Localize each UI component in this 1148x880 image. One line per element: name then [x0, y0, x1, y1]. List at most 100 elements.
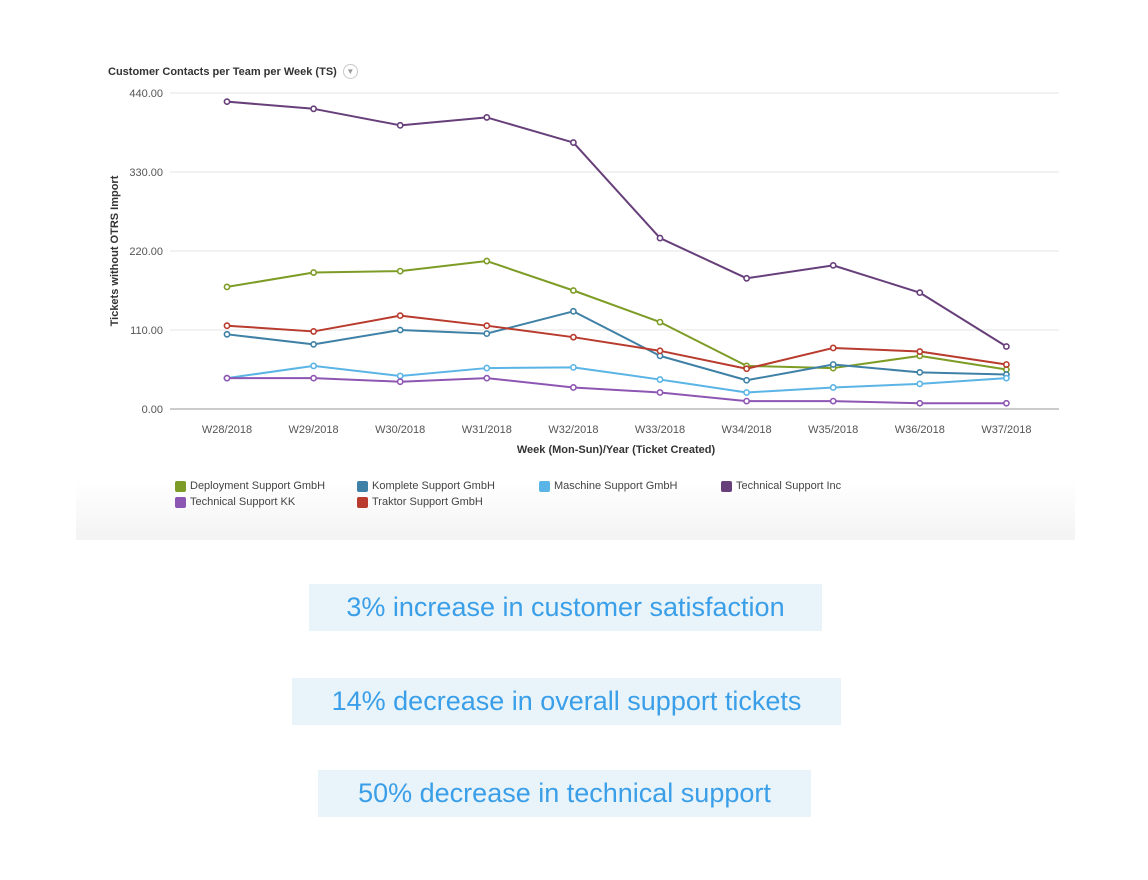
y-axis-label: Tickets without OTRS Import: [109, 175, 121, 326]
data-point[interactable]: [743, 376, 750, 384]
data-point[interactable]: [483, 374, 491, 382]
data-point[interactable]: [743, 274, 750, 282]
data-point[interactable]: [1003, 343, 1010, 350]
legend-item[interactable]: Technical Support Inc: [721, 480, 903, 492]
y-tick-label: 440.00: [129, 88, 163, 100]
data-point[interactable]: [483, 114, 491, 121]
data-point[interactable]: [916, 399, 924, 407]
y-tick-label: 110.00: [130, 325, 163, 337]
series-line: [226, 314, 1007, 370]
y-tick-label: 220.00: [129, 246, 163, 258]
chart-legend: Deployment Support GmbH Komplete Support …: [175, 480, 903, 508]
legend-swatch: [175, 496, 186, 508]
legend-item[interactable]: Deployment Support GmbH: [175, 480, 357, 492]
x-tick-label: W33/2018: [635, 424, 685, 436]
y-tick-label: 0.00: [142, 404, 163, 416]
legend-item[interactable]: Maschine Support GmbH: [539, 480, 721, 492]
chart-title: Customer Contacts per Team per Week (TS): [108, 65, 337, 78]
x-tick-label: W30/2018: [375, 424, 425, 436]
data-point[interactable]: [310, 340, 317, 348]
data-point[interactable]: [916, 289, 924, 297]
data-point[interactable]: [569, 363, 577, 371]
data-point[interactable]: [1003, 374, 1010, 382]
data-point[interactable]: [483, 364, 491, 372]
legend-swatch: [357, 496, 368, 508]
chevron-down-icon[interactable]: ▼: [342, 64, 358, 79]
data-point[interactable]: [396, 121, 404, 129]
stat-technical-support: 50% decrease in technical support: [318, 770, 811, 817]
x-tick-label: W37/2018: [981, 424, 1031, 436]
x-tick-label: W29/2018: [289, 424, 339, 436]
data-point[interactable]: [656, 389, 664, 396]
data-point[interactable]: [483, 330, 491, 337]
data-point[interactable]: [310, 269, 317, 276]
data-point[interactable]: [829, 384, 837, 391]
x-tick-label: W35/2018: [808, 424, 858, 436]
x-axis-label: Week (Mon-Sun)/Year (Ticket Created): [517, 444, 716, 456]
data-point[interactable]: [483, 322, 491, 330]
data-point[interactable]: [569, 287, 577, 294]
x-tick-label: W28/2018: [202, 424, 252, 436]
data-point[interactable]: [743, 397, 750, 405]
data-point[interactable]: [310, 105, 317, 113]
data-point[interactable]: [223, 374, 231, 382]
data-point[interactable]: [743, 365, 750, 373]
series-line: [226, 260, 1007, 371]
series-line: [226, 100, 1007, 348]
data-point[interactable]: [310, 362, 317, 370]
data-point[interactable]: [916, 368, 924, 376]
data-point[interactable]: [656, 347, 664, 355]
data-point[interactable]: [569, 139, 577, 146]
series-line: [226, 364, 1007, 394]
data-point[interactable]: [829, 397, 837, 405]
line-chart: 0.00 110.00 220.00 330.00 440.00 W28/2018 W29/…: [109, 88, 1059, 456]
data-point[interactable]: [569, 384, 577, 391]
x-tick-label: W34/2018: [722, 424, 772, 436]
data-point[interactable]: [1003, 399, 1010, 407]
legend-label: Traktor Support GmbH: [372, 496, 483, 508]
data-point[interactable]: [223, 322, 231, 330]
legend-swatch: [721, 480, 732, 492]
chart-header: Customer Contacts per Team per Week (TS)…: [108, 64, 358, 79]
stat-support-tickets: 14% decrease in overall support tickets: [292, 678, 841, 725]
data-point[interactable]: [396, 267, 404, 275]
chart-panel: 0.00 110.00 220.00 330.00 440.00 W28/2018 W29/…: [76, 50, 1075, 540]
legend-item[interactable]: Traktor Support GmbH: [357, 496, 539, 508]
data-point[interactable]: [396, 378, 404, 386]
data-point[interactable]: [223, 330, 231, 338]
legend-item[interactable]: Komplete Support GmbH: [357, 480, 539, 492]
data-point[interactable]: [310, 374, 317, 382]
legend-swatch: [357, 480, 368, 492]
data-point[interactable]: [223, 98, 231, 106]
legend-label: Technical Support Inc: [736, 480, 842, 492]
data-point[interactable]: [1003, 361, 1010, 368]
legend-label: Deployment Support GmbH: [190, 480, 326, 492]
data-point[interactable]: [569, 307, 577, 315]
legend-swatch: [539, 480, 550, 492]
legend-swatch: [175, 480, 186, 492]
x-tick-label: W31/2018: [462, 424, 512, 436]
series-line: [227, 377, 1007, 405]
data-point[interactable]: [656, 376, 664, 383]
legend-label: Komplete Support GmbH: [372, 480, 495, 492]
data-point[interactable]: [396, 312, 404, 320]
data-point[interactable]: [916, 380, 924, 388]
data-point[interactable]: [656, 234, 664, 242]
data-point[interactable]: [396, 326, 404, 334]
data-point[interactable]: [396, 372, 404, 380]
data-point[interactable]: [743, 389, 750, 396]
data-point[interactable]: [829, 261, 837, 269]
series-line: [226, 310, 1007, 382]
x-tick-label: W36/2018: [895, 424, 945, 436]
data-point[interactable]: [483, 257, 491, 265]
data-point[interactable]: [569, 333, 577, 341]
data-point[interactable]: [310, 328, 317, 335]
data-point[interactable]: [656, 318, 664, 326]
y-tick-label: 330.00: [129, 167, 163, 179]
legend-item[interactable]: Technical Support KK: [175, 496, 357, 508]
data-point[interactable]: [916, 348, 924, 355]
data-point[interactable]: [829, 344, 837, 352]
legend-label: Technical Support KK: [190, 496, 296, 508]
data-point[interactable]: [223, 283, 231, 291]
data-point[interactable]: [829, 361, 837, 368]
